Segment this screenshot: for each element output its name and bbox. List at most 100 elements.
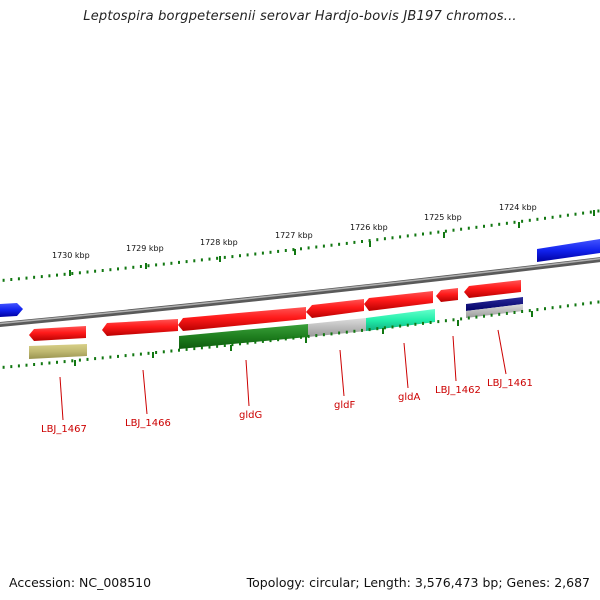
accession-text: Accession: NC_008510 bbox=[9, 575, 152, 590]
minor-tick bbox=[2, 278, 5, 282]
leader-gldF bbox=[339, 349, 345, 397]
minor-tick bbox=[589, 301, 592, 305]
minor-tick bbox=[261, 339, 264, 343]
tick-1724 bbox=[518, 222, 520, 228]
minor-tick bbox=[155, 351, 158, 354]
minor-tick bbox=[300, 247, 302, 251]
minor-tick bbox=[139, 352, 142, 356]
feature-navy-LBJ_1461[interactable] bbox=[466, 297, 523, 311]
minor-tick bbox=[71, 359, 74, 363]
minor-tick bbox=[208, 257, 211, 261]
minor-tick bbox=[414, 322, 417, 326]
gene-gldG[interactable] bbox=[178, 307, 306, 331]
inner-tick-7 bbox=[531, 311, 533, 317]
minor-tick bbox=[48, 274, 51, 278]
minor-tick bbox=[498, 222, 501, 226]
feature-khaki-LBJ_1467[interactable] bbox=[29, 344, 87, 359]
minor-tick bbox=[94, 269, 97, 273]
minor-tick bbox=[376, 327, 379, 331]
minor-tick bbox=[162, 262, 165, 266]
minor-tick bbox=[33, 363, 36, 366]
gene-gldA[interactable] bbox=[364, 291, 433, 311]
minor-tick bbox=[193, 347, 196, 351]
genome-backbone bbox=[0, 257, 600, 328]
minor-tick bbox=[10, 278, 13, 281]
gene-label-LBJ_1467[interactable]: LBJ_1467 bbox=[41, 424, 87, 435]
minor-tick bbox=[452, 318, 455, 322]
feature-gray-gldF[interactable] bbox=[308, 318, 366, 337]
gene-blue-left[interactable] bbox=[0, 303, 23, 317]
gene-label-LBJ_1462[interactable]: LBJ_1462 bbox=[435, 385, 481, 396]
minor-tick bbox=[284, 249, 287, 252]
minor-tick bbox=[399, 235, 402, 239]
gene-label-LBJ_1461[interactable]: LBJ_1461 bbox=[487, 378, 533, 389]
minor-tick bbox=[315, 334, 318, 338]
minor-tick bbox=[162, 350, 165, 354]
minor-tick bbox=[200, 258, 203, 262]
tick-1726 bbox=[369, 241, 371, 247]
minor-tick bbox=[452, 228, 455, 232]
kbp-label-1727: 1727 kbp bbox=[275, 231, 313, 240]
minor-tick bbox=[597, 209, 600, 213]
minor-tick bbox=[322, 333, 325, 337]
gene-LBJ_1462[interactable] bbox=[436, 288, 458, 302]
inner-tick-2 bbox=[152, 352, 154, 358]
minor-tick bbox=[269, 250, 272, 254]
feature-green-gldG[interactable] bbox=[179, 324, 308, 349]
minor-tick bbox=[170, 261, 173, 265]
minor-tick bbox=[147, 264, 150, 268]
minor-tick bbox=[589, 210, 592, 214]
genome-backbone-highlight bbox=[0, 257, 600, 325]
minor-tick bbox=[551, 215, 554, 219]
feature-gray-LBJ_1461[interactable] bbox=[466, 304, 523, 318]
leader-gldA bbox=[403, 342, 409, 389]
minor-tick bbox=[261, 251, 264, 255]
minor-tick bbox=[322, 244, 325, 248]
minor-tick bbox=[216, 344, 219, 348]
gene-label-LBJ_1466[interactable]: LBJ_1466 bbox=[125, 418, 171, 429]
minor-tick bbox=[170, 349, 173, 353]
inner-minor-ticks bbox=[2, 300, 600, 369]
gene-gldF[interactable] bbox=[306, 299, 364, 318]
minor-tick bbox=[132, 265, 135, 269]
minor-tick bbox=[521, 310, 524, 313]
minor-tick bbox=[200, 346, 203, 350]
gene-label-gldF[interactable]: gldF bbox=[334, 400, 355, 411]
minor-tick bbox=[353, 240, 356, 244]
minor-tick bbox=[193, 259, 196, 263]
minor-tick bbox=[94, 357, 97, 361]
gene-LBJ_1466[interactable] bbox=[102, 319, 178, 336]
gene-label-gldA[interactable]: gldA bbox=[398, 392, 420, 403]
minor-tick bbox=[315, 245, 318, 249]
minor-tick bbox=[231, 343, 234, 347]
minor-tick bbox=[544, 216, 546, 220]
gene-leader-lines bbox=[59, 329, 507, 421]
minor-tick bbox=[40, 275, 43, 279]
minor-tick bbox=[490, 313, 493, 317]
gene-LBJ_1467[interactable] bbox=[29, 326, 86, 341]
minor-tick bbox=[124, 354, 127, 358]
gene-LBJ_1461[interactable] bbox=[464, 280, 521, 298]
kbp-label-1729: 1729 kbp bbox=[126, 244, 164, 253]
feature-cyan-gldA[interactable] bbox=[366, 309, 435, 331]
minor-tick bbox=[383, 237, 386, 241]
minor-tick bbox=[391, 236, 394, 240]
minor-tick bbox=[231, 255, 234, 259]
minor-tick bbox=[521, 219, 524, 223]
minor-tick bbox=[475, 315, 478, 319]
minor-tick bbox=[239, 342, 241, 346]
minor-tick bbox=[48, 361, 51, 365]
leader-LBJ_1461 bbox=[497, 329, 507, 375]
minor-tick bbox=[559, 305, 562, 309]
minor-tick bbox=[223, 255, 226, 259]
gene-blue-right[interactable] bbox=[537, 239, 600, 262]
gene-label-gldG[interactable]: gldG bbox=[239, 410, 262, 421]
kbp-label-1724: 1724 kbp bbox=[499, 203, 537, 212]
minor-tick bbox=[269, 339, 272, 343]
minor-tick bbox=[528, 218, 531, 222]
minor-tick bbox=[536, 308, 539, 312]
minor-tick bbox=[40, 362, 43, 366]
tick-1729 bbox=[145, 263, 147, 269]
minor-tick bbox=[56, 360, 58, 364]
